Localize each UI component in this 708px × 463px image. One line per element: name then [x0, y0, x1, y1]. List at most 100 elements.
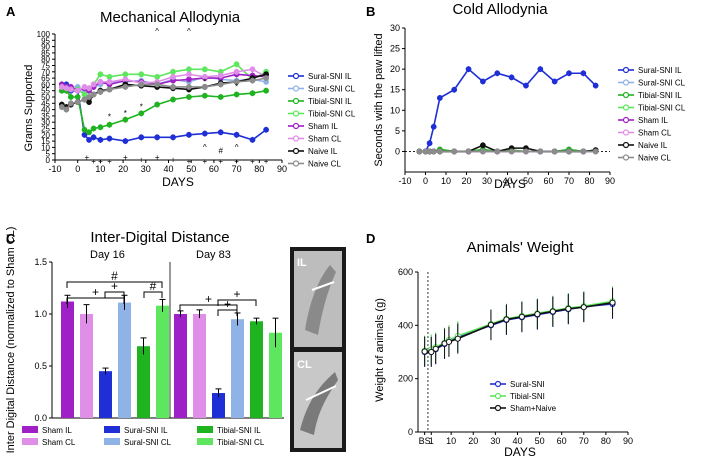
data-point — [81, 96, 88, 103]
y-tick-label: 60 — [41, 80, 50, 89]
data-point — [436, 148, 443, 155]
data-point — [534, 311, 541, 318]
legend-marker — [292, 160, 300, 167]
legend-swatch — [22, 438, 38, 445]
panel-b-ylabel: Seconds with the paw lifted — [373, 33, 385, 166]
panel-d-title: Animals' Weight — [467, 239, 575, 256]
data-point — [263, 87, 270, 94]
data-point — [201, 66, 208, 73]
y-tick-label: 35 — [41, 112, 50, 121]
data-point — [421, 348, 428, 355]
data-point — [416, 148, 423, 155]
y-tick-label: 30 — [390, 23, 400, 33]
data-point — [154, 81, 161, 88]
y-tick-label: 30 — [41, 118, 50, 127]
data-point — [186, 76, 192, 83]
legend-label: Sham CL — [638, 129, 672, 138]
data-point — [170, 134, 176, 141]
x-tick-label: 40 — [502, 176, 512, 186]
legend-marker — [494, 404, 502, 412]
significance-mark: + — [91, 157, 96, 166]
y-tick-label: 600 — [398, 267, 413, 277]
significance-mark: + — [234, 157, 239, 166]
y-tick-label: 0.5 — [34, 361, 47, 371]
legend-label: Tibial-SNI IL — [638, 91, 682, 100]
data-point — [518, 313, 525, 320]
data-point — [566, 148, 572, 155]
data-point — [74, 99, 81, 105]
legend-marker — [292, 147, 300, 155]
data-point — [201, 84, 208, 90]
data-point — [428, 348, 435, 356]
x-tick-label: 60 — [209, 164, 219, 174]
data-point — [580, 70, 587, 77]
panel-label-b: B — [366, 4, 375, 19]
y-tick-label: 400 — [398, 320, 413, 330]
x-tick-label: 60 — [557, 436, 567, 446]
legend-label: Sural-SNI CL — [124, 438, 172, 447]
data-point — [81, 91, 88, 98]
legend-label: Tibial-SNI CL — [638, 104, 686, 113]
data-point — [503, 316, 510, 323]
data-point — [565, 305, 572, 312]
bar — [137, 346, 150, 418]
data-point — [508, 148, 515, 155]
x-tick-label: 50 — [523, 176, 533, 186]
y-tick-label: 15 — [390, 85, 400, 95]
data-point — [249, 77, 256, 84]
data-point — [138, 134, 145, 141]
panel-a-ylabel: Grams Supported — [23, 65, 35, 152]
legend-label: Tibial-SNI CL — [217, 438, 265, 447]
y-tick-label: 25 — [390, 44, 400, 54]
data-point — [86, 85, 92, 92]
data-point — [122, 84, 129, 90]
x-tick-label: 60 — [543, 176, 553, 186]
legend-marker — [292, 122, 300, 130]
y-tick-label: 0 — [46, 156, 51, 165]
data-point — [217, 94, 224, 100]
series-line — [419, 67, 597, 153]
x-tick-label: 20 — [461, 176, 471, 186]
sig-bracket — [217, 309, 238, 316]
data-point — [97, 136, 104, 143]
il-measure-line — [311, 281, 335, 291]
x-tick-label: 80 — [254, 164, 264, 174]
panel-b-title: Cold Allodynia — [452, 1, 548, 18]
data-point — [480, 142, 486, 149]
legend-marker — [622, 79, 630, 86]
significance-mark: ^ — [187, 27, 191, 36]
data-point — [263, 126, 270, 133]
data-point — [186, 84, 192, 90]
data-point — [454, 335, 461, 342]
data-point — [170, 96, 176, 103]
sig-bracket — [104, 291, 125, 298]
panel-d-ylabel: Weight of animals (g) — [374, 298, 386, 402]
data-point — [90, 125, 97, 132]
legend-label: Naive IL — [308, 147, 338, 156]
x-tick-label: 70 — [579, 436, 589, 446]
y-tick-label: 55 — [41, 87, 50, 96]
legend-marker — [292, 85, 300, 92]
legend-label: Sham IL — [308, 122, 338, 131]
x-tick-label: 30 — [141, 164, 151, 174]
data-point — [445, 338, 453, 345]
bar — [118, 302, 131, 418]
bar — [174, 314, 187, 418]
data-point — [494, 148, 501, 155]
x-tick-label: 30 — [490, 436, 500, 446]
legend-marker — [622, 66, 630, 74]
data-point — [90, 81, 97, 88]
significance-mark: # — [218, 147, 223, 156]
legend-label: Sham IL — [42, 426, 72, 435]
data-point — [154, 134, 161, 141]
significance-mark: * — [108, 113, 111, 122]
legend-marker — [622, 116, 630, 124]
y-tick-label: 45 — [41, 99, 50, 108]
significance-mark: ^ — [235, 143, 239, 152]
significance-mark: * — [235, 82, 238, 91]
data-point — [97, 124, 104, 131]
legend-label: Sural-SNI IL — [308, 72, 352, 81]
data-point — [86, 136, 92, 143]
y-tick-label: 10 — [41, 143, 50, 152]
